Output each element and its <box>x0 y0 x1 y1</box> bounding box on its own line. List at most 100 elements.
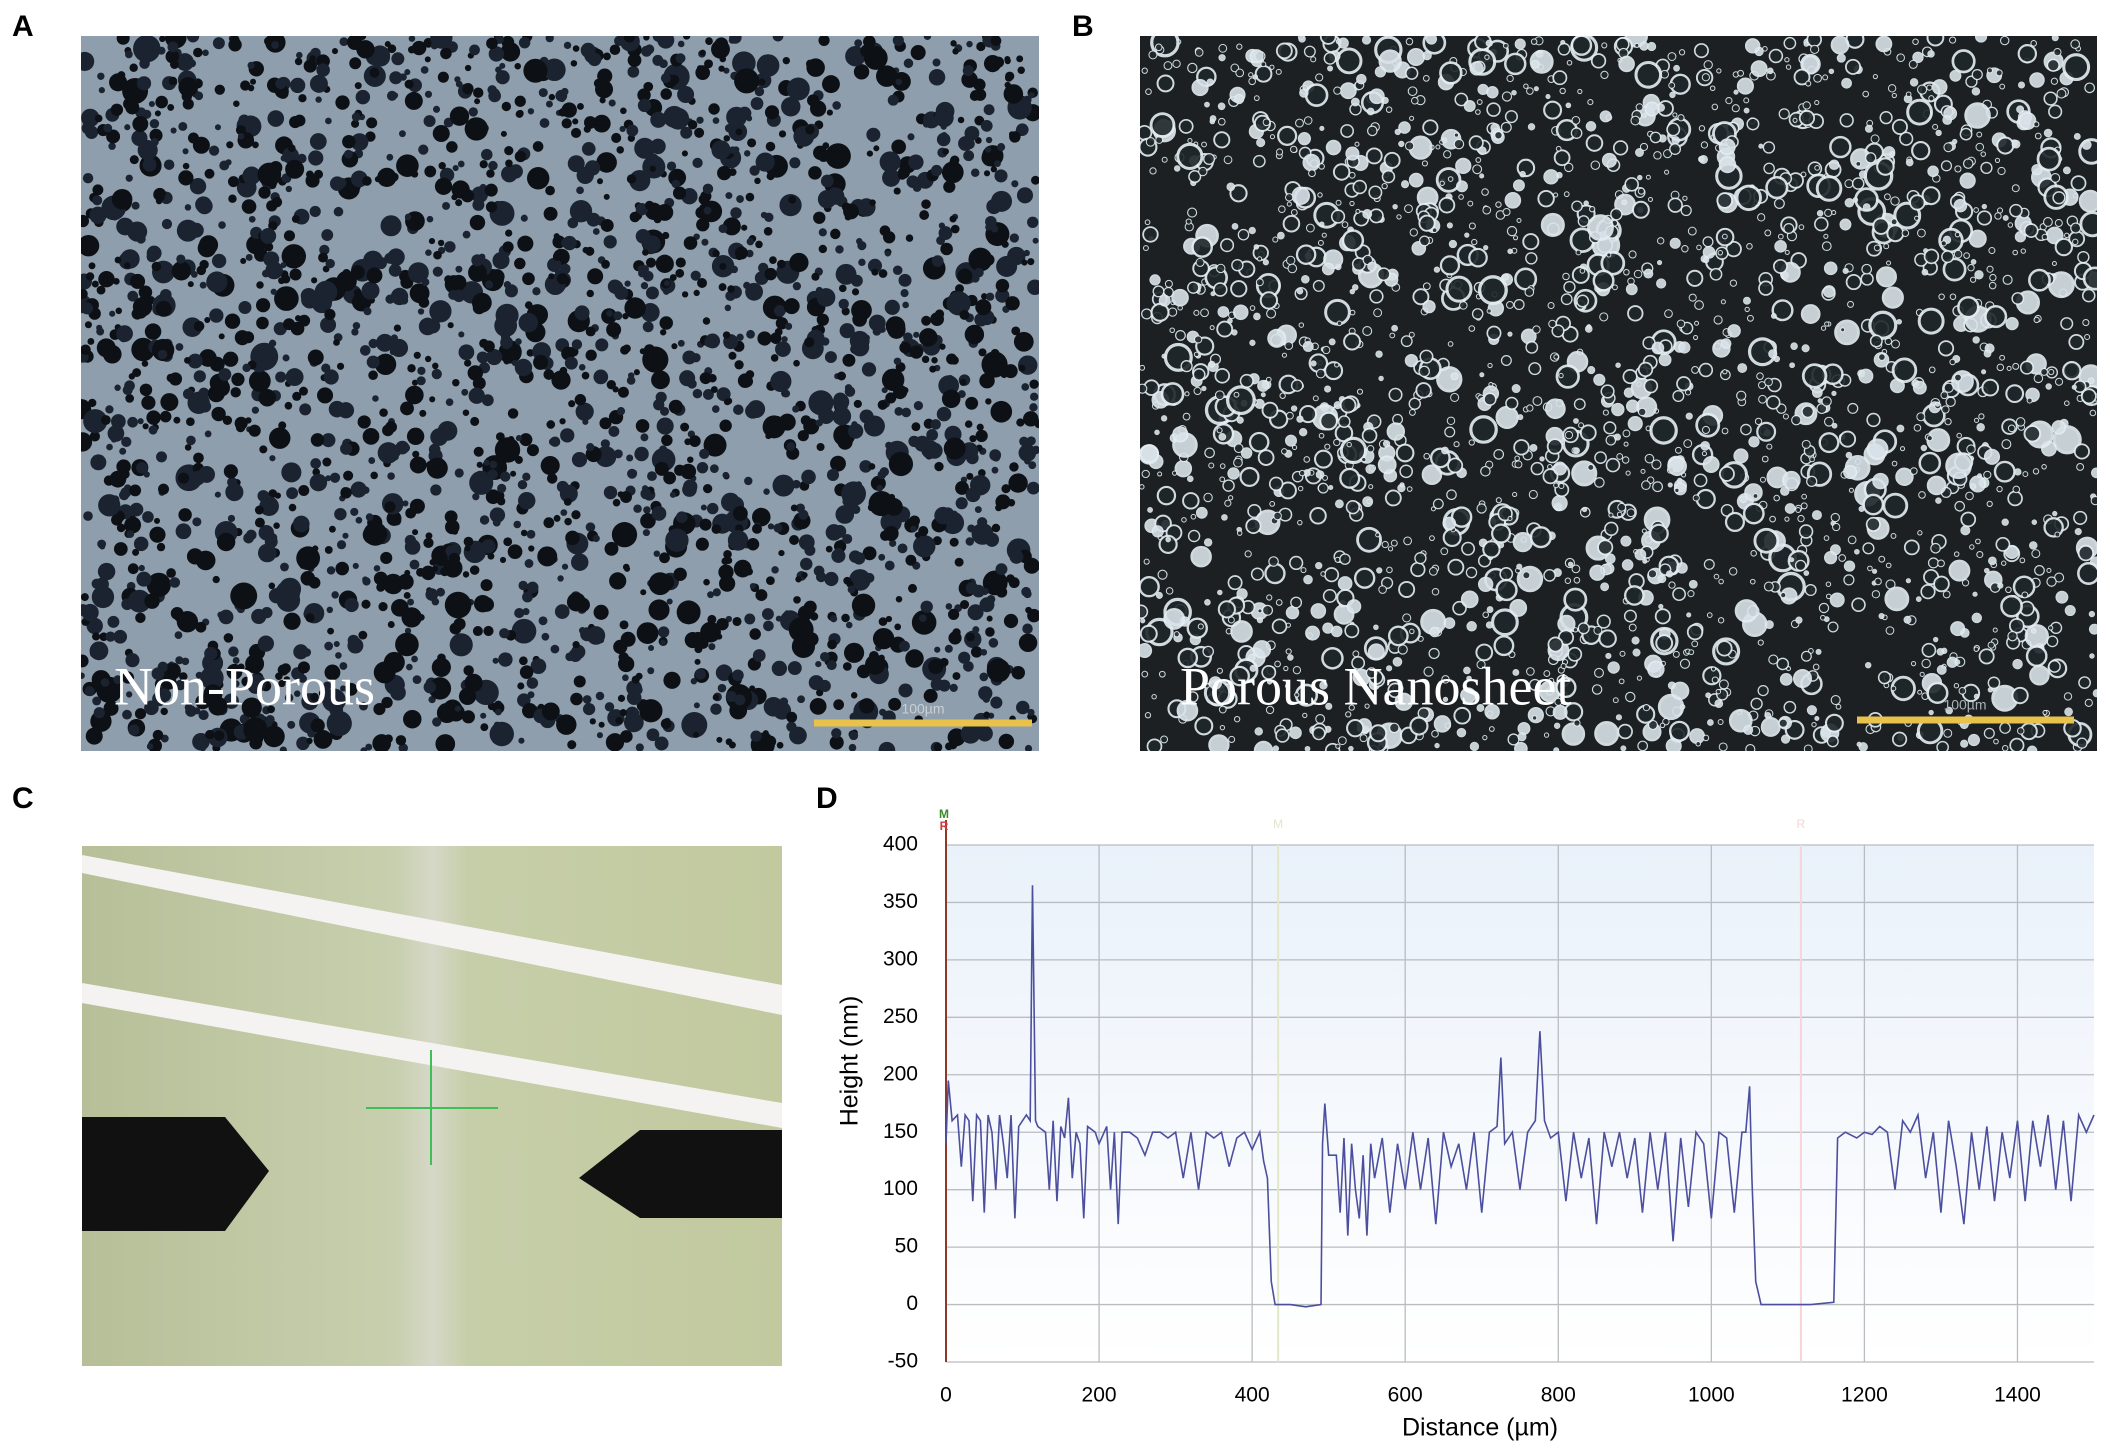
pore <box>596 152 617 173</box>
pore <box>858 258 866 267</box>
pore <box>110 103 124 116</box>
pore <box>378 601 388 612</box>
pore <box>1187 281 1200 294</box>
pore <box>1445 275 1473 303</box>
pore <box>1482 734 1488 741</box>
pore <box>297 153 307 164</box>
pore <box>1798 109 1816 127</box>
pore <box>721 557 729 565</box>
pore <box>1752 493 1759 499</box>
pore <box>841 613 850 623</box>
pore <box>1912 38 1919 46</box>
pore <box>1641 528 1647 534</box>
pore <box>402 575 410 583</box>
pore <box>1633 269 1643 279</box>
pore <box>936 406 952 422</box>
pore <box>1782 413 1789 420</box>
pore <box>985 627 995 637</box>
pore <box>472 493 480 501</box>
pore <box>1896 424 1905 433</box>
pore <box>842 353 856 367</box>
pore <box>1841 77 1852 89</box>
pore <box>218 368 232 381</box>
pore <box>476 461 483 468</box>
pore <box>1233 457 1243 468</box>
pore <box>974 506 982 513</box>
pore <box>424 90 433 98</box>
pore <box>1916 412 1926 422</box>
pore <box>1148 50 1158 60</box>
pore <box>1926 84 1933 91</box>
pore <box>545 36 554 43</box>
pore <box>186 36 200 43</box>
pore <box>122 385 133 396</box>
pore <box>388 264 402 277</box>
pore <box>1784 516 1790 522</box>
pore <box>141 395 156 410</box>
pore <box>693 289 700 297</box>
pore <box>942 148 949 155</box>
pore <box>111 414 126 429</box>
pore <box>762 730 769 737</box>
pore <box>154 110 161 117</box>
pore <box>959 309 970 320</box>
pore <box>472 301 486 315</box>
pore <box>1678 341 1691 354</box>
pore <box>733 559 752 578</box>
pore <box>81 654 89 668</box>
pore <box>1217 102 1226 111</box>
pore <box>734 246 748 260</box>
pore <box>1194 335 1203 344</box>
pore <box>142 423 149 430</box>
pore <box>1649 416 1678 445</box>
pore <box>1779 673 1793 686</box>
pore <box>981 293 988 300</box>
pore <box>310 718 325 733</box>
pore <box>923 36 932 41</box>
pore <box>1911 140 1931 161</box>
pore <box>1945 452 1972 480</box>
pore <box>2017 44 2038 64</box>
pore <box>386 153 394 161</box>
pore <box>576 103 584 110</box>
pore <box>1011 326 1021 336</box>
pore <box>1995 537 2011 552</box>
pore <box>1301 274 1310 284</box>
pore <box>1599 312 1609 322</box>
pore <box>1284 683 1291 689</box>
pore <box>1204 101 1210 108</box>
pore <box>412 450 420 458</box>
pore <box>1757 213 1766 222</box>
pore <box>2048 368 2055 376</box>
pore <box>258 186 271 199</box>
pore <box>696 116 704 124</box>
pore <box>1398 140 1405 148</box>
pore <box>1757 639 1764 646</box>
pore <box>1151 693 1157 700</box>
pore <box>464 64 472 72</box>
pore <box>1618 678 1625 685</box>
pore <box>930 164 943 177</box>
pore <box>234 330 250 346</box>
pore <box>2005 384 2025 404</box>
pore <box>1408 331 1415 338</box>
pore <box>361 599 371 609</box>
pore <box>986 658 1011 683</box>
pore <box>561 102 577 118</box>
pore <box>1953 198 1968 213</box>
pore <box>457 160 465 168</box>
pore <box>1954 373 1962 382</box>
pore <box>567 740 577 750</box>
pore <box>1620 745 1627 751</box>
pore <box>752 649 766 662</box>
pore <box>690 270 701 281</box>
pore <box>1526 667 1535 676</box>
pore <box>1839 113 1854 128</box>
pore <box>1641 480 1651 490</box>
pore <box>1978 413 1985 420</box>
pore <box>1895 467 1914 487</box>
pore <box>432 717 442 727</box>
pore <box>1624 177 1639 192</box>
pore <box>994 169 1008 183</box>
pore <box>1634 42 1640 48</box>
